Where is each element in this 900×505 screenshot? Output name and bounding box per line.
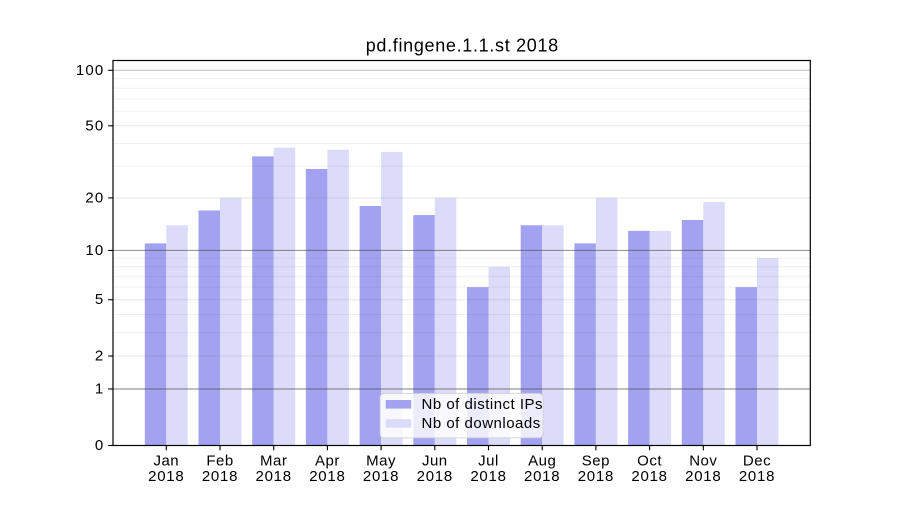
svg-text:2018: 2018 [631, 468, 667, 485]
svg-text:2018: 2018 [417, 468, 453, 485]
svg-text:Feb: Feb [206, 453, 233, 470]
svg-text:2018: 2018 [578, 468, 614, 485]
svg-text:2018: 2018 [256, 468, 292, 485]
svg-text:2018: 2018 [524, 468, 560, 485]
svg-text:2: 2 [95, 348, 105, 365]
svg-text:2018: 2018 [739, 468, 775, 485]
svg-text:Nov: Nov [689, 453, 717, 470]
svg-text:50: 50 [85, 117, 104, 134]
svg-text:2018: 2018 [363, 468, 399, 485]
svg-text:Aug: Aug [528, 453, 556, 470]
svg-text:Oct: Oct [637, 453, 662, 470]
svg-text:20: 20 [85, 189, 104, 206]
svg-text:Sep: Sep [582, 453, 610, 470]
svg-text:100: 100 [76, 62, 104, 79]
svg-text:Nb of distinct IPs: Nb of distinct IPs [422, 396, 544, 413]
svg-text:Nb of downloads: Nb of downloads [422, 415, 541, 432]
svg-text:Apr: Apr [315, 453, 340, 470]
svg-text:10: 10 [85, 242, 104, 259]
svg-text:Mar: Mar [260, 453, 287, 470]
svg-text:Jan: Jan [153, 453, 179, 470]
svg-text:pd.fingene.1.1.st 2018: pd.fingene.1.1.st 2018 [366, 35, 559, 55]
svg-text:May: May [366, 453, 396, 470]
svg-text:2018: 2018 [148, 468, 184, 485]
svg-text:2018: 2018 [470, 468, 506, 485]
svg-text:2018: 2018 [202, 468, 238, 485]
svg-text:1: 1 [95, 380, 105, 397]
svg-text:Jun: Jun [422, 453, 448, 470]
svg-text:5: 5 [95, 291, 105, 308]
svg-text:2018: 2018 [309, 468, 345, 485]
svg-text:Dec: Dec [743, 453, 771, 470]
svg-text:2018: 2018 [685, 468, 721, 485]
svg-text:Jul: Jul [478, 453, 499, 470]
svg-text:0: 0 [95, 437, 105, 454]
